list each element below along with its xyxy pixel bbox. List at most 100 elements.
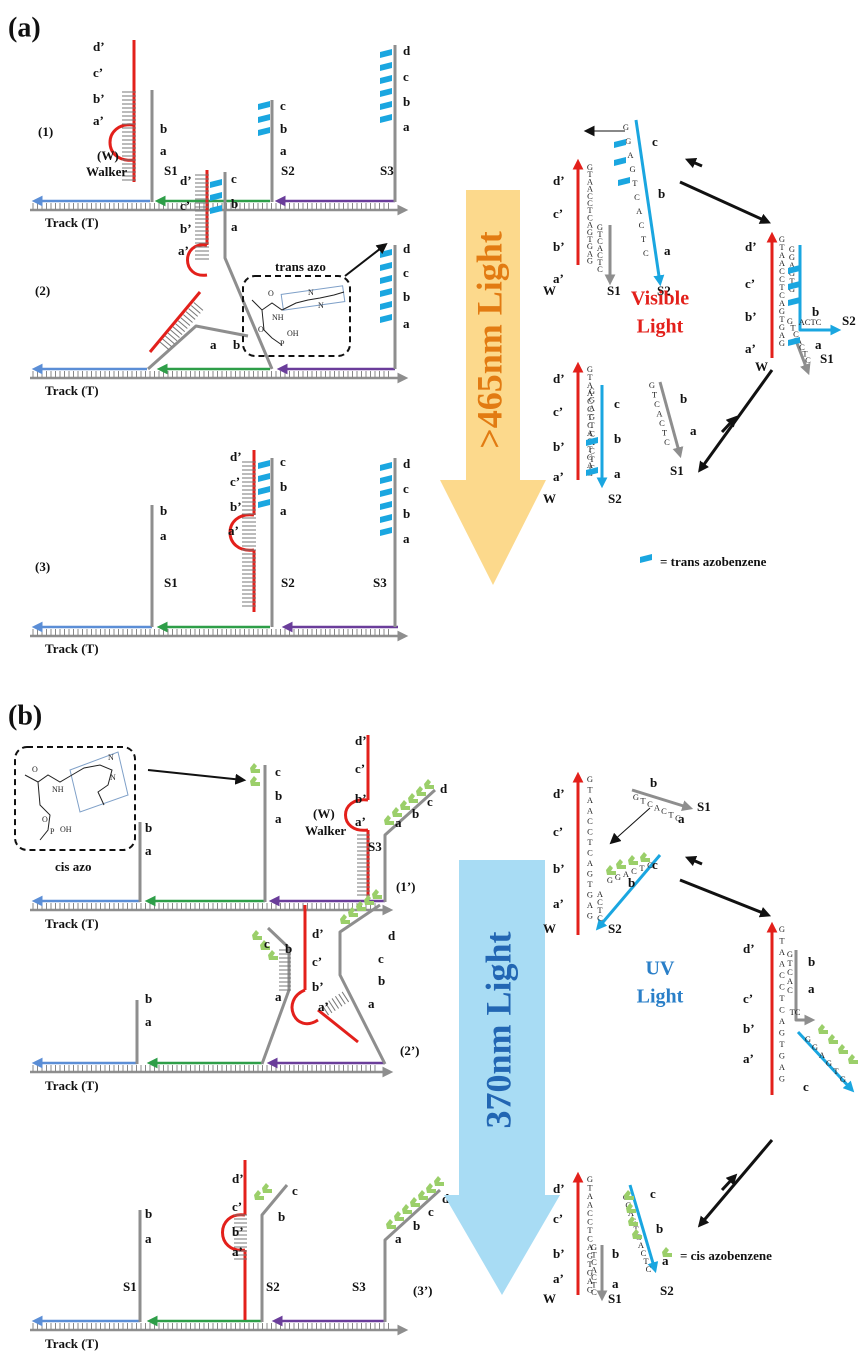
label: b’: [180, 221, 192, 236]
label: a: [280, 143, 287, 158]
label: S1: [820, 351, 834, 366]
cis-azobenzene: [662, 1247, 672, 1257]
label: O: [42, 815, 48, 824]
label: OH: [287, 329, 299, 338]
trans-azobenzene: [210, 205, 222, 214]
label: P: [280, 339, 285, 348]
base: C: [591, 1287, 597, 1297]
label: a’: [553, 469, 564, 484]
trans-azobenzene: [380, 288, 392, 297]
base: A: [819, 1050, 826, 1060]
label: d’: [230, 449, 242, 464]
label: a’: [178, 243, 189, 258]
label: (3’): [413, 1283, 433, 1298]
base: C: [587, 847, 593, 857]
trans-azobenzene: [380, 62, 392, 71]
label: b’: [743, 1021, 755, 1036]
label: Track (T): [45, 641, 99, 656]
label: c: [652, 857, 658, 872]
label: (a): [8, 12, 41, 43]
label: O: [32, 765, 38, 774]
label: S2: [281, 163, 295, 178]
walker-loop: [188, 245, 208, 276]
base: C: [587, 816, 593, 826]
label: b: [812, 304, 819, 319]
cis-azobenzene: [254, 1190, 264, 1200]
label: c: [280, 98, 286, 113]
trans-azobenzene: [258, 486, 270, 495]
sequence: GGAGTG: [805, 1034, 846, 1084]
cis-azobenzene: [262, 1183, 272, 1193]
label: c’: [355, 761, 365, 776]
label: c: [275, 764, 281, 779]
cis-azobenzene: [606, 865, 616, 875]
label: c: [264, 936, 270, 951]
trans-azobenzene: [380, 249, 392, 258]
label: S1: [123, 1279, 137, 1294]
label: b: [378, 973, 385, 988]
cis-azobenzene: [424, 779, 434, 789]
label: OH: [60, 825, 72, 834]
label: a: [231, 219, 238, 234]
label: W: [543, 283, 556, 298]
label: b: [413, 1218, 420, 1233]
label: a’: [228, 523, 239, 538]
label: b: [280, 121, 287, 136]
base: G: [587, 910, 593, 920]
reaction-arrow: [680, 880, 768, 915]
label: N: [108, 753, 114, 762]
label: Track (T): [45, 1336, 99, 1351]
label: (1’): [396, 879, 416, 894]
base: C: [779, 1004, 785, 1014]
label: d’: [93, 39, 105, 54]
label: S2: [842, 313, 856, 328]
label: c: [803, 1079, 809, 1094]
label: d’: [553, 371, 565, 386]
label: c: [428, 1204, 434, 1219]
base: T: [833, 1066, 839, 1076]
cis-azobenzene: [434, 1176, 444, 1186]
reaction-arrow: [688, 160, 702, 166]
label: TC: [790, 1007, 801, 1017]
trans-azobenzene: [380, 462, 392, 471]
label: a: [664, 243, 671, 258]
label: a: [160, 528, 167, 543]
label: c’: [553, 206, 563, 221]
label: b’: [553, 439, 565, 454]
label: b’: [553, 861, 565, 876]
base: G: [805, 1034, 811, 1044]
label: a’: [93, 113, 104, 128]
trans-azobenzene: [258, 127, 270, 136]
base: C: [647, 799, 653, 809]
label: c’: [553, 824, 563, 839]
label: b: [285, 941, 292, 956]
label: b’: [232, 1224, 244, 1239]
label: (3): [35, 559, 50, 574]
cis-azobenzene: [252, 930, 262, 940]
trans-azobenzene: [380, 75, 392, 84]
label: S3: [352, 1279, 366, 1294]
trans-azobenzene: [380, 262, 392, 271]
trans-azobenzene: [258, 460, 270, 469]
base: A: [654, 802, 661, 812]
label: c’: [745, 276, 755, 291]
label: S1: [697, 799, 711, 814]
label: c’: [180, 198, 190, 213]
pointer-arrow: [345, 245, 385, 276]
label: c: [652, 134, 658, 149]
sequence: GTAACCTCAGTGAG: [779, 924, 786, 1084]
cis-azobenzene: [828, 1034, 838, 1044]
label: d’: [743, 941, 755, 956]
label: P: [50, 827, 55, 836]
label: c’: [553, 1211, 563, 1226]
cis-azobenzene: [410, 1197, 420, 1207]
cis-azobenzene: [384, 815, 394, 825]
cis-azobenzene: [616, 859, 626, 869]
base: C: [779, 970, 785, 980]
label: d: [403, 456, 411, 471]
base: A: [656, 408, 663, 418]
base: T: [662, 427, 668, 437]
base: T: [779, 935, 785, 945]
label: trans azo: [275, 259, 326, 274]
